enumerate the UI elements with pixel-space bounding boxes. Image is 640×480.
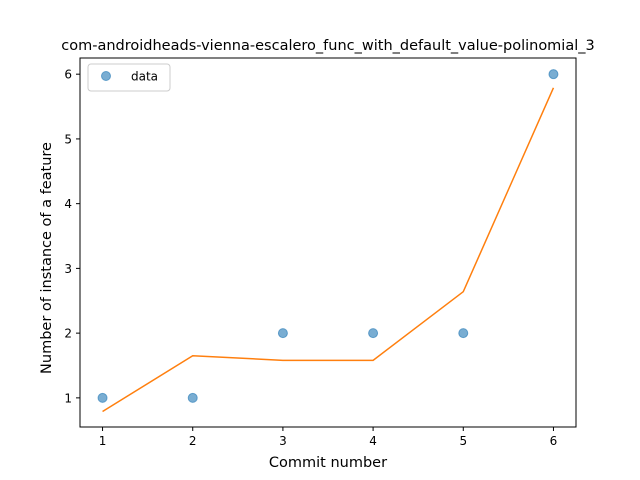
- legend-marker-data: [101, 71, 111, 81]
- data-point-3: [277, 328, 288, 339]
- data-point-2: [187, 392, 198, 403]
- y-tick-label-4: 4: [64, 197, 72, 211]
- y-tick-label-2: 2: [64, 327, 72, 341]
- x-tick-label-1: 1: [99, 434, 107, 448]
- series-line-fit: [102, 87, 555, 413]
- data-point-1: [97, 392, 108, 403]
- plot-frame: [79, 57, 577, 428]
- x-tick-label-6: 6: [550, 434, 558, 448]
- data-point-6: [548, 69, 559, 80]
- x-axis-label: Commit number: [269, 455, 387, 471]
- legend-label-data: data: [131, 70, 158, 84]
- y-axis-label: Number of instance of a feature: [39, 142, 55, 374]
- y-tick-label-5: 5: [64, 132, 72, 146]
- data-point-4: [368, 328, 379, 339]
- legend: data: [87, 63, 171, 92]
- x-tick-label-2: 2: [189, 434, 197, 448]
- y-tick-label-6: 6: [64, 68, 72, 82]
- x-tick-label-4: 4: [369, 434, 377, 448]
- y-tick-label-3: 3: [64, 262, 72, 276]
- data-point-5: [458, 328, 469, 339]
- y-tick-label-1: 1: [64, 391, 72, 405]
- legend-box: [87, 63, 171, 92]
- x-tick-label-5: 5: [459, 434, 467, 448]
- chart-title: com-androidheads-vienna-escalero_func_wi…: [61, 38, 594, 54]
- plot-area: 1 2 3 4 5 6 1 2 3 4 5 6: [64, 57, 577, 448]
- x-tick-label-3: 3: [279, 434, 287, 448]
